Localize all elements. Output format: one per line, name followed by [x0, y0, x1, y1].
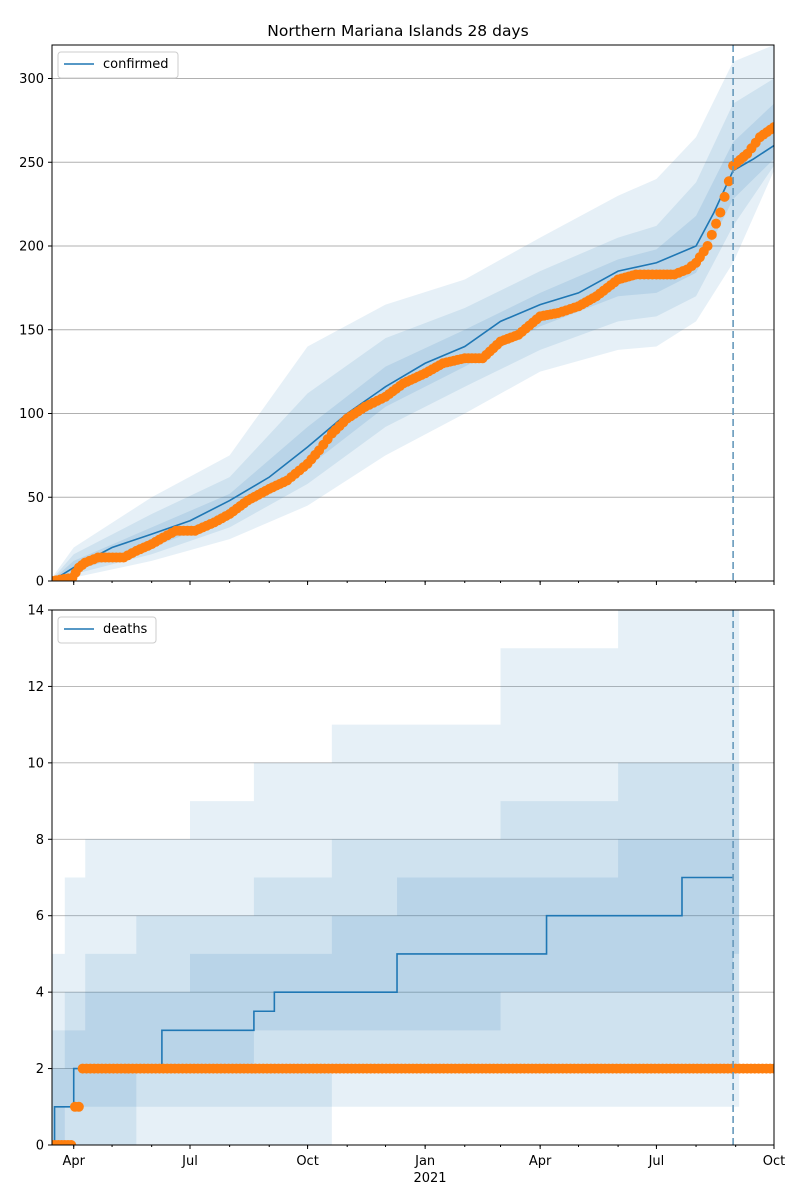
observed-point	[715, 207, 726, 218]
y-tick-label: 200	[19, 240, 44, 255]
y-tick-label: 0	[36, 575, 44, 590]
y-tick-label: 14	[27, 604, 44, 619]
observed-point	[66, 1140, 77, 1145]
y-tick-label: 250	[19, 156, 44, 171]
chart-title: Northern Mariana Islands 28 days	[267, 22, 528, 40]
confirmed-legend-label: confirmed	[103, 57, 169, 72]
observed-point	[711, 218, 722, 229]
axes-frame	[51, 609, 775, 1146]
x-tick-label: Jul	[181, 1154, 198, 1169]
confirmed-legend: confirmed	[57, 51, 179, 79]
axes-frame	[51, 44, 775, 582]
y-tick-label: 2	[36, 1062, 44, 1077]
y-tick-label: 0	[36, 1139, 44, 1154]
uncertainty-band-middle	[52, 762, 740, 1145]
x-tick-label: Jan	[414, 1154, 435, 1169]
x-tick-label: Jul	[648, 1154, 665, 1169]
deaths-panel: 0 2 4 6 8 10 12 14 Apr Jul Oct Jan Apr Jul Oct	[27, 604, 785, 1170]
observed-point	[702, 241, 713, 251]
observed-point	[719, 191, 730, 202]
x-axis-year-label: 2021	[413, 1171, 446, 1186]
uncertainty-band-middle	[52, 78, 774, 581]
x-tick-label: Oct	[296, 1154, 318, 1169]
y-tick-label: 50	[27, 491, 44, 506]
plot-area	[52, 45, 774, 581]
y-tick-label: 300	[19, 72, 44, 87]
y-tick-label: 6	[36, 909, 44, 924]
y-tick-label: 100	[19, 407, 44, 422]
y-tick-label: 150	[19, 323, 44, 338]
observed-point	[723, 176, 734, 187]
confirmed-panel: 0 50 100 150 200 250 300	[19, 44, 775, 590]
observed-point	[769, 1063, 774, 1074]
observed-point	[73, 1101, 84, 1112]
plot-area	[52, 610, 774, 1145]
deaths-legend-label: deaths	[103, 622, 148, 637]
x-tick-label: Apr	[529, 1154, 552, 1169]
median-line	[52, 144, 774, 581]
x-tick-label: Apr	[62, 1154, 85, 1169]
uncertainty-band-outer	[52, 45, 774, 581]
y-tick-label: 4	[36, 986, 44, 1001]
y-tick-label: 12	[27, 680, 44, 695]
deaths-legend: deaths	[57, 616, 157, 644]
x-tick-label: Oct	[763, 1154, 785, 1169]
uncertainty-band-outer	[52, 610, 740, 1145]
y-tick-label: 8	[36, 833, 44, 848]
observed-point	[769, 122, 774, 133]
observed-point	[706, 229, 717, 240]
y-tick-label: 10	[27, 756, 44, 771]
